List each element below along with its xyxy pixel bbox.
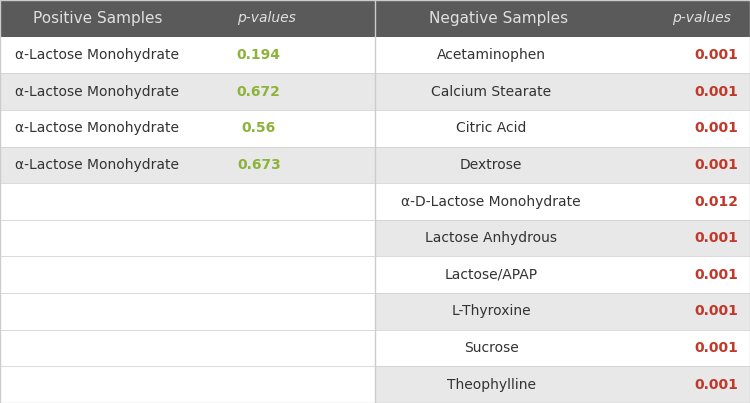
Text: 0.001: 0.001 [694, 48, 738, 62]
Text: Lactose Anhydrous: Lactose Anhydrous [425, 231, 557, 245]
FancyBboxPatch shape [0, 110, 375, 147]
Text: Negative Samples: Negative Samples [429, 11, 568, 26]
Text: 0.001: 0.001 [694, 341, 738, 355]
FancyBboxPatch shape [375, 73, 750, 110]
FancyBboxPatch shape [375, 110, 750, 147]
FancyBboxPatch shape [375, 183, 750, 220]
FancyBboxPatch shape [375, 293, 750, 330]
Text: 0.001: 0.001 [694, 85, 738, 99]
FancyBboxPatch shape [375, 330, 750, 366]
Text: α-Lactose Monohydrate: α-Lactose Monohydrate [15, 158, 179, 172]
Text: Dextrose: Dextrose [460, 158, 523, 172]
FancyBboxPatch shape [375, 220, 750, 256]
Text: 0.001: 0.001 [694, 378, 738, 392]
FancyBboxPatch shape [0, 73, 375, 110]
Text: 0.001: 0.001 [694, 231, 738, 245]
Text: 0.673: 0.673 [237, 158, 280, 172]
Text: α-D-Lactose Monohydrate: α-D-Lactose Monohydrate [401, 195, 581, 208]
FancyBboxPatch shape [375, 256, 750, 293]
Text: 0.001: 0.001 [694, 268, 738, 282]
Text: 0.56: 0.56 [242, 121, 276, 135]
FancyBboxPatch shape [0, 147, 375, 183]
Text: 0.012: 0.012 [694, 195, 738, 208]
FancyBboxPatch shape [375, 147, 750, 183]
Text: 0.194: 0.194 [237, 48, 280, 62]
Text: Citric Acid: Citric Acid [456, 121, 526, 135]
Text: Positive Samples: Positive Samples [33, 11, 162, 26]
Text: 0.001: 0.001 [694, 158, 738, 172]
Text: Sucrose: Sucrose [464, 341, 519, 355]
Text: p-values: p-values [672, 11, 730, 25]
Text: 0.001: 0.001 [694, 121, 738, 135]
FancyBboxPatch shape [375, 366, 750, 403]
Text: 0.672: 0.672 [237, 85, 280, 99]
Text: α-Lactose Monohydrate: α-Lactose Monohydrate [15, 48, 179, 62]
FancyBboxPatch shape [375, 37, 750, 73]
Text: α-Lactose Monohydrate: α-Lactose Monohydrate [15, 121, 179, 135]
Text: p-values: p-values [237, 11, 296, 25]
FancyBboxPatch shape [0, 37, 375, 73]
Text: 0.001: 0.001 [694, 304, 738, 318]
Text: Lactose/APAP: Lactose/APAP [445, 268, 538, 282]
Text: Calcium Stearate: Calcium Stearate [431, 85, 551, 99]
Text: α-Lactose Monohydrate: α-Lactose Monohydrate [15, 85, 179, 99]
Text: L-Thyroxine: L-Thyroxine [452, 304, 531, 318]
Text: Theophylline: Theophylline [447, 378, 536, 392]
FancyBboxPatch shape [0, 0, 750, 37]
Text: Acetaminophen: Acetaminophen [436, 48, 546, 62]
